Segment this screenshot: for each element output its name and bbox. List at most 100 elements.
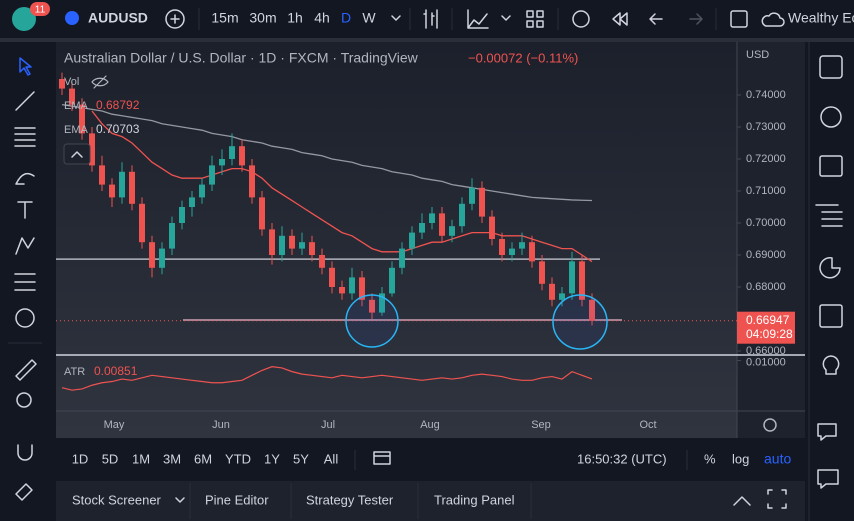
replay-icon[interactable] — [612, 12, 628, 26]
ema-legend: EMA — [64, 124, 89, 136]
range-button[interactable]: 1M — [132, 451, 150, 466]
panel-tab[interactable]: Stock Screener — [72, 492, 162, 507]
settings-icon[interactable] — [763, 418, 777, 432]
icon-tool[interactable] — [15, 308, 35, 328]
candle-body — [99, 165, 105, 185]
interval-button[interactable]: 1h — [287, 10, 303, 26]
ideas-icon[interactable] — [822, 355, 840, 375]
zoom-tool[interactable] — [16, 392, 32, 408]
candle-body — [239, 146, 245, 166]
dropdown[interactable] — [391, 15, 401, 21]
dropdown[interactable] — [175, 497, 185, 503]
brush-tool[interactable] — [15, 172, 35, 185]
maximize-panel[interactable] — [733, 496, 751, 506]
collapse-legend[interactable] — [63, 143, 91, 165]
alerts-icon[interactable] — [820, 106, 842, 128]
cursor-tool[interactable] — [19, 57, 32, 76]
fullscreen-panel[interactable] — [767, 489, 787, 509]
candle-body — [579, 261, 585, 300]
flag — [65, 11, 79, 25]
candles-icon[interactable] — [423, 9, 438, 29]
last-price: 0.66947 — [746, 313, 790, 327]
ema-line — [91, 110, 593, 263]
chart: 0.74000 0.73000 0.72000 0.71000 0.70000 0.690… — [56, 72, 795, 391]
interval-button[interactable]: D — [341, 10, 351, 26]
fullscreen-icon[interactable] — [730, 10, 748, 28]
undo-icon[interactable] — [649, 13, 663, 25]
candle-body — [249, 165, 255, 198]
chats-icon[interactable] — [817, 423, 837, 441]
range-button[interactable]: YTD — [225, 451, 251, 466]
annotation-circle[interactable] — [345, 294, 399, 348]
candle-body — [129, 171, 135, 204]
clock: 16:50:32 (UTC) — [577, 451, 667, 466]
annotation-circle[interactable] — [552, 294, 608, 350]
candle-body — [529, 242, 535, 262]
ruler-tool[interactable] — [15, 359, 37, 381]
range-button[interactable]: 1Y — [264, 451, 280, 466]
alert-icon[interactable] — [572, 10, 590, 28]
candle-body — [229, 146, 235, 159]
candle-body — [559, 293, 565, 300]
panel-tab[interactable]: Trading Panel — [434, 492, 515, 507]
calendar-list-icon[interactable] — [815, 204, 843, 227]
currency[interactable]: USD — [746, 49, 769, 61]
candle-body — [199, 184, 205, 198]
layout-icon[interactable] — [526, 10, 544, 28]
projection-tool[interactable] — [14, 273, 36, 291]
percent-toggle[interactable]: % — [704, 451, 716, 466]
price-label: 0.72000 — [746, 153, 786, 165]
streams-icon[interactable] — [817, 469, 839, 489]
panel-tab[interactable]: Strategy Tester — [306, 492, 394, 507]
atr-value: 0.00851 — [94, 364, 138, 378]
countdown: 04:09:28 — [746, 327, 793, 341]
log-toggle[interactable]: log — [732, 451, 749, 466]
dropdown[interactable] — [501, 15, 511, 21]
hotlist-icon[interactable] — [819, 257, 841, 279]
avatar[interactable] — [12, 7, 36, 31]
price-scale — [737, 42, 805, 438]
magnet-tool[interactable] — [17, 444, 33, 461]
drawing-toolbar — [8, 57, 42, 501]
calendar-icon[interactable] — [819, 304, 843, 328]
range-button[interactable]: 6M — [194, 451, 212, 466]
hide-icon[interactable] — [91, 75, 109, 89]
watchlist-icon[interactable] — [819, 55, 843, 79]
pattern-tool[interactable] — [15, 237, 35, 255]
panel-tab[interactable]: Pine Editor — [205, 492, 269, 507]
badge — [30, 2, 50, 16]
range-button[interactable]: 1D — [72, 451, 89, 466]
month-label: Aug — [420, 419, 440, 431]
layout-name[interactable]: Wealthy Ec — [788, 10, 854, 26]
trend-line-tool[interactable] — [15, 91, 35, 111]
auto-toggle[interactable]: auto — [764, 451, 791, 467]
ema-value: 0.68792 — [96, 98, 140, 112]
date-range-icon[interactable] — [373, 451, 391, 465]
cloud-icon[interactable] — [761, 12, 785, 27]
month-label: Sep — [531, 419, 551, 431]
text-tool[interactable] — [17, 201, 33, 219]
price-label: 0.74000 — [746, 89, 786, 101]
candle-body — [149, 242, 155, 268]
chart-title: Australian Dollar / U.S. Dollar · 1D · F… — [64, 50, 419, 66]
candle-body — [109, 184, 115, 198]
price-change: −0.00072 (−0.11%) — [468, 50, 578, 65]
eraser-tool[interactable] — [15, 483, 33, 501]
news-icon[interactable] — [819, 155, 843, 177]
candle-body — [549, 283, 555, 300]
indicators-icon[interactable] — [467, 9, 489, 29]
interval-button[interactable]: 4h — [314, 10, 330, 26]
range-button[interactable]: 5Y — [293, 451, 309, 466]
add-symbol[interactable] — [165, 9, 185, 29]
range-button[interactable]: All — [324, 451, 339, 466]
range-button[interactable]: 5D — [102, 451, 119, 466]
interval-button[interactable]: 15m — [211, 10, 238, 26]
divider — [0, 38, 854, 42]
redo-icon[interactable] — [689, 13, 703, 25]
interval-button[interactable]: W — [362, 10, 376, 26]
interval-button[interactable]: 30m — [249, 10, 276, 26]
price-label: 0.73000 — [746, 121, 786, 133]
fib-tool[interactable] — [14, 127, 36, 147]
symbol[interactable]: AUDUSD — [88, 10, 148, 26]
range-button[interactable]: 3M — [163, 451, 181, 466]
